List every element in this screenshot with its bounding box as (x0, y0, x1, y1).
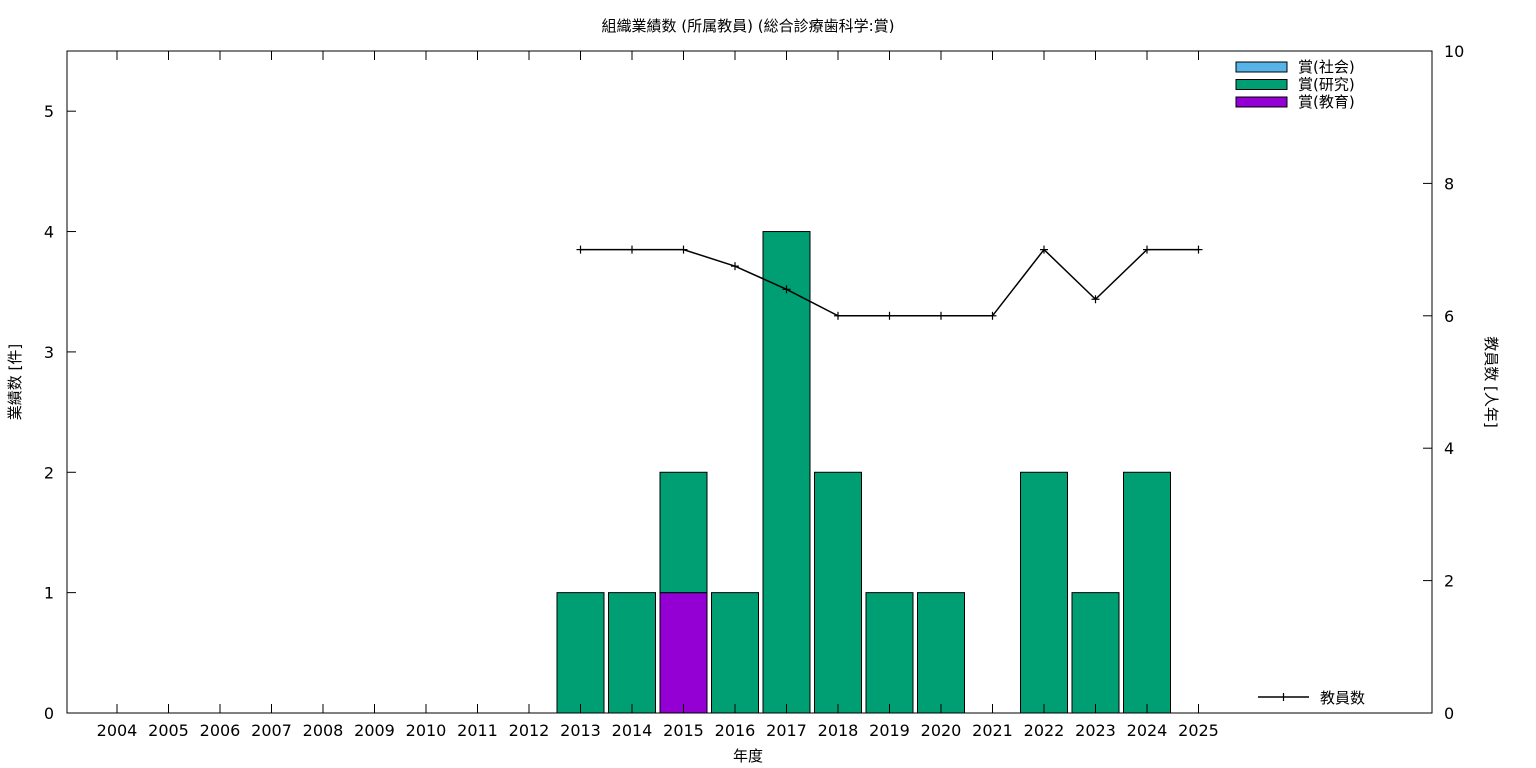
x-tick-label: 2018 (818, 721, 859, 740)
bar-2019-series-1 (865, 592, 914, 714)
legend-label: 賞(社会) (1298, 58, 1355, 76)
y-tick-label: 4 (44, 223, 54, 242)
x-tick-label: 2013 (560, 721, 601, 740)
y2-tick-label: 4 (1444, 439, 1454, 458)
x-tick-label: 2006 (200, 721, 241, 740)
line-layer (576, 245, 1203, 320)
x-tick-label: 2015 (663, 721, 704, 740)
x-tick-label: 2011 (457, 721, 498, 740)
x-tick-label: 2009 (354, 721, 395, 740)
y2-tick-label: 10 (1444, 42, 1464, 61)
legend-entry: 賞(研究) (1235, 76, 1355, 94)
chart-title: 組織業績数 (所属教員) (総合診療歯科学:賞) (602, 17, 895, 35)
x-axis-label: 年度 (733, 747, 763, 765)
legend-label: 賞(教育) (1298, 93, 1355, 111)
x-tick-label: 2022 (1024, 721, 1065, 740)
x-tick-label: 2020 (921, 721, 962, 740)
y2-tick-label: 6 (1444, 307, 1454, 326)
faculty-point-2023 (1091, 295, 1100, 304)
bar-2014-series-1 (608, 592, 656, 714)
y2-tick-label: 8 (1444, 174, 1454, 193)
bars-layer (556, 231, 1171, 714)
x-tick-label: 2012 (509, 721, 550, 740)
legend-swatch (1235, 96, 1288, 108)
faculty-point-2022 (1040, 245, 1048, 254)
legend-swatch (1235, 61, 1288, 73)
x-tick-label: 2016 (715, 721, 756, 740)
legend: 賞(社会)賞(研究)賞(教育) 教員数 (1235, 58, 1365, 707)
bar-2022-series-1 (1020, 471, 1068, 714)
y-axis-label: 業績数 [件] (6, 344, 24, 420)
faculty-point-2025 (1194, 245, 1203, 254)
x-tick-label: 2008 (303, 721, 344, 740)
x-tick-label: 2021 (972, 721, 1013, 740)
y-tick-label: 0 (44, 704, 54, 723)
x-tick-label: 2017 (766, 721, 807, 740)
y-tick-label: 3 (44, 343, 54, 362)
bar-2016-series-1 (711, 592, 759, 714)
faculty-point-2018 (834, 311, 842, 320)
faculty-point-2024 (1143, 245, 1151, 254)
bar-2024-series-1 (1123, 471, 1171, 714)
faculty-point-2014 (628, 245, 636, 254)
faculty-point-2013 (576, 245, 585, 254)
y2-tick-label: 0 (1444, 704, 1454, 723)
x-tick-label: 2023 (1075, 721, 1116, 740)
y-tick-label: 2 (44, 463, 54, 482)
axes-layer: 0 1 2 3 4 5 0 2 4 6 8 10 2004 2005 2006 2007 2008 2009 201… (44, 42, 1465, 740)
faculty-point-2020 (937, 311, 945, 320)
x-tick-label: 2007 (251, 721, 292, 740)
legend-entry-line: 教員数 (1258, 689, 1365, 707)
y2-axis-label: 教員数 [人年] (1482, 336, 1500, 427)
x-tick-label: 2005 (148, 721, 189, 740)
bar-2015-series-0 (659, 592, 708, 714)
faculty-point-2019 (885, 311, 894, 320)
legend-label: 賞(研究) (1298, 76, 1355, 94)
faculty-point-2017 (782, 285, 791, 294)
faculty-point-2021 (988, 311, 997, 320)
x-tick-label: 2004 (97, 721, 138, 740)
faculty-count-line (580, 248, 1199, 317)
y-tick-label: 5 (44, 102, 54, 121)
legend-entry: 賞(社会) (1235, 58, 1355, 76)
y-tick-label: 1 (44, 584, 54, 603)
legend-entry: 賞(教育) (1235, 93, 1355, 111)
bar-2018-series-1 (814, 471, 862, 714)
plot-frame (66, 50, 1433, 714)
legend-label-line: 教員数 (1320, 689, 1365, 707)
legend-swatch (1235, 79, 1288, 90)
x-tick-label: 2019 (869, 721, 910, 740)
faculty-point-2015 (679, 245, 688, 254)
x-tick-label: 2014 (612, 721, 653, 740)
bar-2015-series-1 (659, 471, 708, 594)
faculty-point-2016 (731, 262, 739, 271)
x-tick-label: 2010 (406, 721, 447, 740)
bar-2023-series-1 (1071, 592, 1120, 714)
y2-tick-label: 2 (1444, 572, 1454, 591)
bar-2020-series-1 (917, 592, 965, 714)
x-tick-label: 2025 (1178, 721, 1219, 740)
bar-2013-series-1 (556, 592, 605, 714)
x-tick-label: 2024 (1127, 721, 1168, 740)
bar-2017-series-1 (762, 231, 811, 714)
